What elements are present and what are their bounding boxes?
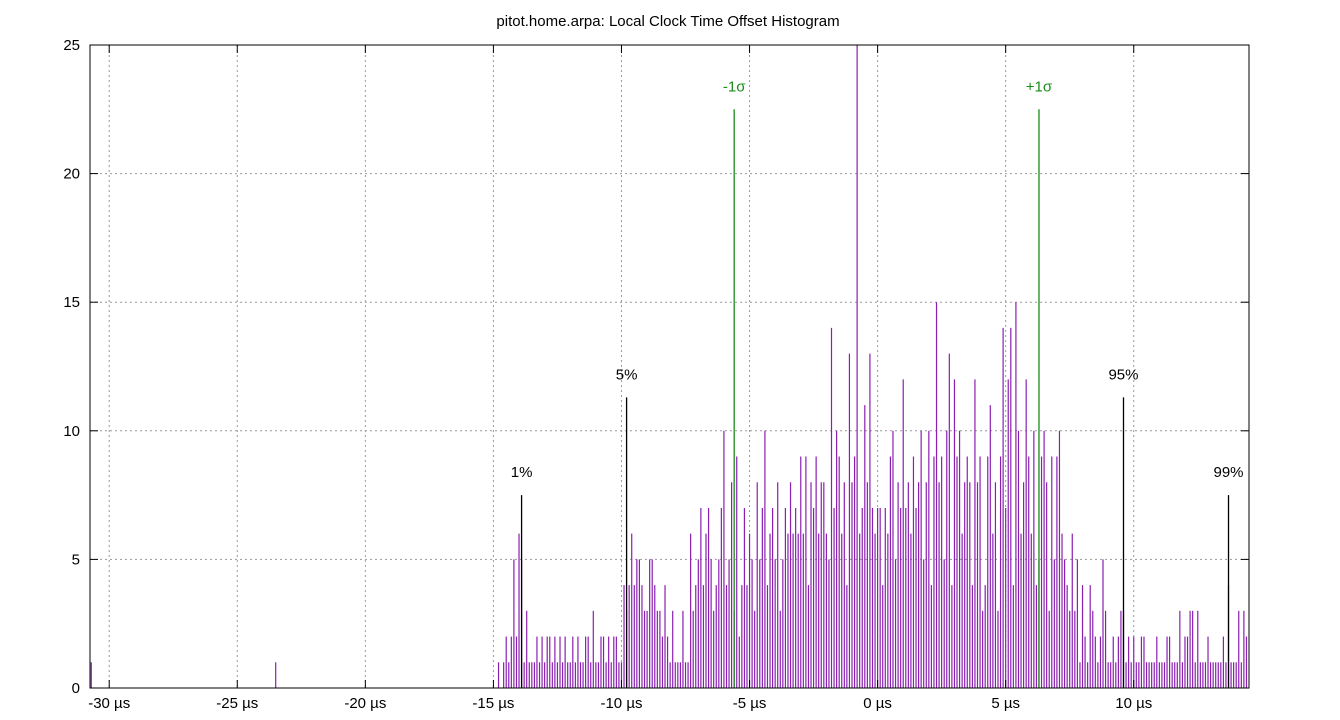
x-tick-label: -15 µs bbox=[472, 695, 514, 712]
x-tick-label: -20 µs bbox=[344, 695, 386, 712]
y-axis-ticks: 0 5 10 15 20 25 bbox=[63, 37, 1249, 697]
x-tick-label: -10 µs bbox=[600, 695, 642, 712]
x-tick-label: 10 µs bbox=[1115, 695, 1152, 712]
x-tick-label: 5 µs bbox=[991, 695, 1020, 712]
statistic-markers: 1% 5% -1σ +1σ 95% 99% bbox=[511, 78, 1244, 688]
marker-label-plus-1-sigma: +1σ bbox=[1026, 78, 1053, 95]
x-tick-label: -5 µs bbox=[733, 695, 767, 712]
x-tick-label: -25 µs bbox=[216, 695, 258, 712]
plot-frame bbox=[89, 44, 1250, 689]
y-tick-label: 15 bbox=[63, 294, 80, 311]
y-tick-label: 5 bbox=[72, 551, 80, 568]
x-tick-label: -30 µs bbox=[88, 695, 130, 712]
x-tick-label: 0 µs bbox=[863, 695, 892, 712]
marker-label-1pct: 1% bbox=[511, 464, 533, 481]
y-tick-label: 0 bbox=[72, 680, 80, 697]
y-tick-label: 10 bbox=[63, 423, 80, 440]
x-axis-ticks: -30 µs -25 µs -20 µs -15 µs -10 µs -5 µs 0 µs 5… bbox=[88, 45, 1152, 712]
chart-title: pitot.home.arpa: Local Clock Time Offset… bbox=[496, 13, 839, 30]
marker-label-99pct: 99% bbox=[1213, 464, 1243, 481]
y-tick-label: 20 bbox=[63, 166, 80, 183]
axes bbox=[89, 44, 1250, 689]
marker-label-95pct: 95% bbox=[1108, 366, 1138, 383]
marker-label-minus-1-sigma: -1σ bbox=[723, 78, 746, 95]
y-tick-label: 25 bbox=[63, 37, 80, 54]
marker-label-5pct: 5% bbox=[616, 366, 638, 383]
